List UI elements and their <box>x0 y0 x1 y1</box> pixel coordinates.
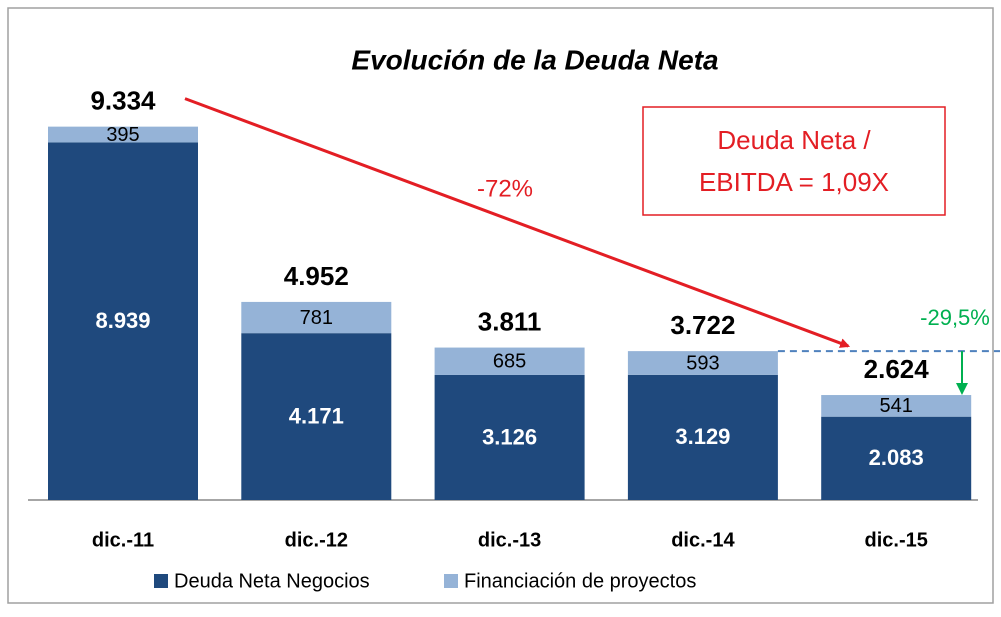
ratio-text: Deuda Neta / <box>717 125 871 155</box>
bar-segment <box>821 416 972 500</box>
x-tick-label: dic.-11 <box>92 529 154 551</box>
legend-label: Financiación de proyectos <box>464 570 696 592</box>
ratio-text: EBITDA = 1,09X <box>699 167 889 197</box>
total-label: 3.722 <box>670 310 735 340</box>
total-label: 2.624 <box>864 354 930 384</box>
bar-segment <box>627 374 778 500</box>
bar-segment <box>434 347 585 375</box>
x-tick-label: dic.-12 <box>285 529 348 551</box>
data-label: 4.171 <box>289 403 344 428</box>
total-label: 4.952 <box>284 261 349 291</box>
trend-arrow <box>184 97 851 348</box>
data-label: 541 <box>880 395 913 417</box>
chart-title: Evolución de la Deuda Neta <box>351 44 718 75</box>
bar-segment <box>48 126 198 143</box>
bar-segment <box>821 395 972 417</box>
x-tick-label: dic.-13 <box>478 529 541 551</box>
ratio-box <box>642 106 946 216</box>
change-label: -29,5% <box>920 305 990 330</box>
data-label: 8.939 <box>95 308 150 333</box>
x-tick-label: dic.-14 <box>671 529 735 551</box>
data-label: 3.126 <box>482 424 537 449</box>
total-label: 9.334 <box>90 86 156 116</box>
bar-segment <box>241 301 392 334</box>
legend-label: Deuda Neta Negocios <box>174 570 370 592</box>
bar-segment <box>241 333 392 500</box>
bar-segment <box>434 374 585 500</box>
total-label: 3.811 <box>478 306 542 336</box>
bar-segment <box>627 351 778 375</box>
x-tick-label: dic.-15 <box>865 529 928 551</box>
data-label: 2.083 <box>869 445 924 470</box>
data-label: 395 <box>106 124 139 146</box>
trend-label: -72% <box>477 175 533 202</box>
legend-swatch <box>444 574 458 588</box>
bar-segment <box>48 142 198 500</box>
data-label: 3.129 <box>675 424 730 449</box>
data-label: 781 <box>300 307 333 329</box>
legend-swatch <box>154 574 168 588</box>
data-label: 593 <box>686 352 719 374</box>
data-label: 685 <box>493 351 526 373</box>
